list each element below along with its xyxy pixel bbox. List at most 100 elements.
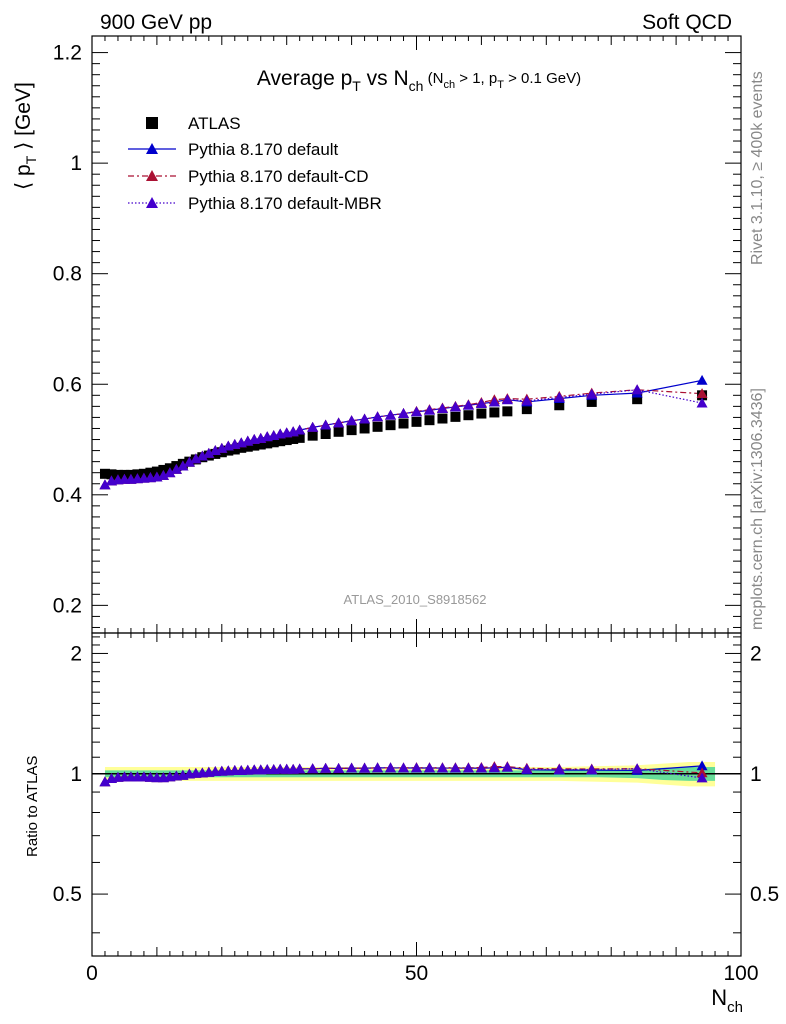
atlas-point bbox=[249, 440, 260, 451]
mc-point bbox=[436, 403, 448, 413]
mc-point bbox=[307, 421, 319, 432]
legend-marker bbox=[146, 197, 158, 208]
ratio-point bbox=[346, 762, 358, 773]
atlas-point bbox=[385, 420, 396, 431]
atlas-point bbox=[106, 469, 117, 480]
atlas-point bbox=[223, 445, 234, 456]
y-tick-label: 0.4 bbox=[53, 484, 83, 507]
ratio-tick-label: 0.5 bbox=[53, 883, 82, 906]
mc-point bbox=[99, 479, 111, 490]
mc-point bbox=[320, 419, 332, 430]
ratio-point bbox=[475, 762, 487, 773]
atlas-point bbox=[521, 404, 532, 415]
atlas-point bbox=[236, 442, 247, 453]
mc-point bbox=[183, 456, 195, 467]
atlas-point bbox=[262, 438, 273, 449]
ratio-point bbox=[411, 762, 422, 773]
atlas-point bbox=[255, 439, 266, 450]
mc-point bbox=[696, 374, 708, 385]
atlas-point bbox=[489, 407, 500, 418]
mc-point bbox=[372, 411, 384, 422]
series-line-1 bbox=[104, 379, 703, 486]
mc-point bbox=[696, 397, 708, 408]
legend: ATLAS Pythia 8.170 default Pythia 8.170 de… bbox=[128, 114, 382, 213]
atlas-point bbox=[463, 410, 474, 421]
atlas-point bbox=[398, 418, 409, 429]
atlas-point bbox=[411, 416, 422, 427]
mc-point bbox=[462, 399, 474, 410]
ratio-point bbox=[696, 767, 708, 778]
mc-point bbox=[385, 409, 397, 420]
x-tick-label: 0 bbox=[86, 962, 98, 985]
ratio-tick-label-right: 0.5 bbox=[750, 883, 779, 906]
atlas-point bbox=[372, 421, 383, 432]
ratio-point bbox=[553, 763, 565, 774]
mc-point bbox=[501, 394, 513, 405]
legend-marker bbox=[146, 170, 158, 181]
series-line-2 bbox=[104, 389, 703, 486]
ratio-point bbox=[462, 762, 474, 773]
atlas-point bbox=[476, 408, 487, 419]
mc-point bbox=[696, 388, 708, 399]
mc-point bbox=[190, 453, 202, 464]
ratio-point bbox=[99, 776, 111, 787]
mc-point bbox=[294, 424, 306, 435]
ratio-panel-frame bbox=[91, 632, 742, 957]
mc-point bbox=[157, 469, 169, 480]
mc-point bbox=[488, 396, 500, 407]
legend-label: ATLAS bbox=[188, 114, 241, 133]
mc-point bbox=[411, 406, 422, 417]
atlas-point bbox=[242, 441, 253, 452]
atlas-point bbox=[554, 400, 565, 411]
ratio-point bbox=[385, 762, 397, 773]
y-tick-label: 0.6 bbox=[53, 373, 82, 396]
atlas-point bbox=[424, 415, 435, 426]
mc-point bbox=[475, 398, 487, 408]
mcplots-label: mcplots.cern.ch [arXiv:1306.3436] bbox=[749, 388, 766, 630]
mc-point bbox=[164, 467, 176, 478]
ratio-y-axis-label: Ratio to ATLAS bbox=[24, 756, 41, 857]
atlas-point bbox=[632, 394, 643, 405]
mc-point bbox=[170, 463, 182, 474]
x-tick-label: 100 bbox=[723, 962, 758, 985]
mc-point bbox=[346, 415, 358, 426]
ratio-point bbox=[359, 762, 371, 773]
ratio-point bbox=[488, 762, 500, 773]
atlas-point bbox=[294, 432, 305, 443]
atlas-point bbox=[275, 436, 286, 447]
mc-point bbox=[359, 413, 371, 424]
mc-point bbox=[196, 450, 208, 461]
ratio-point bbox=[423, 762, 435, 773]
y-axis-label: ⟨ pT ⟩ [GeV] bbox=[12, 82, 39, 190]
x-tick-label: 50 bbox=[405, 962, 428, 985]
y-tick-label: 0.2 bbox=[53, 594, 82, 617]
ratio-point bbox=[696, 772, 708, 783]
mc-point bbox=[521, 395, 533, 406]
ratio-point bbox=[501, 761, 513, 772]
atlas-point bbox=[288, 433, 299, 444]
ratio-tick-label-right: 1 bbox=[750, 763, 762, 786]
legend-label: Pythia 8.170 default-CD bbox=[188, 167, 369, 186]
ratio-point bbox=[320, 762, 332, 773]
ratio-point bbox=[696, 760, 708, 771]
atlas-point bbox=[320, 429, 331, 439]
atlas-point bbox=[450, 411, 461, 422]
legend-label: Pythia 8.170 default-MBR bbox=[188, 194, 382, 213]
mc-point bbox=[203, 447, 215, 458]
legend-marker bbox=[146, 143, 158, 154]
ratio-point bbox=[449, 762, 461, 773]
ratio-point bbox=[398, 762, 410, 773]
ratio-tick-label: 1 bbox=[70, 763, 82, 786]
mc-point bbox=[423, 404, 435, 415]
ratio-tick-label-right: 2 bbox=[750, 642, 762, 665]
atlas-point bbox=[333, 426, 344, 437]
ratio-point bbox=[586, 764, 598, 774]
ratio-point bbox=[631, 763, 643, 774]
mc-point bbox=[398, 408, 410, 418]
atlas-point bbox=[359, 423, 370, 434]
chart-title: Average pT vs Nch (Nch > 1, pT > 0.1 GeV… bbox=[257, 67, 581, 94]
mc-point bbox=[553, 392, 565, 402]
series-line-3 bbox=[104, 389, 703, 486]
y-tick-label: 1.2 bbox=[53, 42, 82, 65]
